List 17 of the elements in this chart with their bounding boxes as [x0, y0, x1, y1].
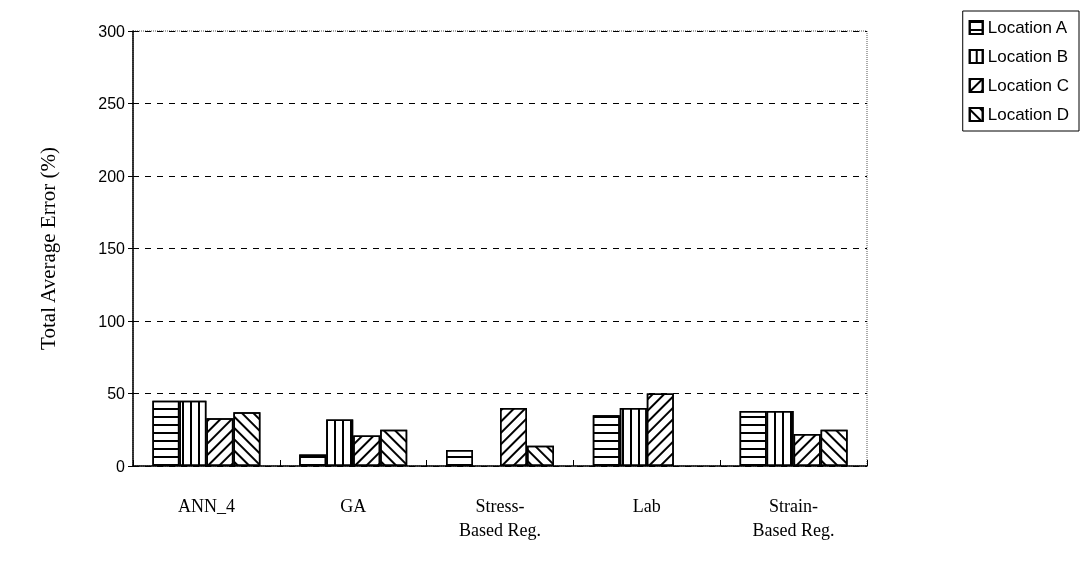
y-tick-label: 50 [107, 385, 126, 402]
y-tick-label: 150 [98, 240, 126, 257]
y-tick-label: 300 [98, 22, 126, 40]
y-tick-label: 200 [98, 167, 126, 185]
x-tick-label: Strain- Based Reg. [752, 496, 835, 540]
legend-label: Location B [987, 47, 1069, 66]
legend-label: Location C [987, 76, 1070, 95]
y-tick-label: 100 [98, 312, 126, 330]
x-tick-label: GA [340, 496, 367, 516]
legend-label: Location A [987, 18, 1068, 37]
x-tick-label: Lab [632, 496, 661, 516]
x-tick-label: Stress- Based Reg. [459, 496, 541, 540]
y-tick-label: 0 [116, 457, 126, 475]
legend-label: Location D [987, 105, 1070, 124]
y-tick-label: 250 [98, 95, 126, 112]
x-tick-label: ANN_4 [177, 496, 235, 516]
y-axis-title: Total Average Error (%) [35, 147, 60, 350]
